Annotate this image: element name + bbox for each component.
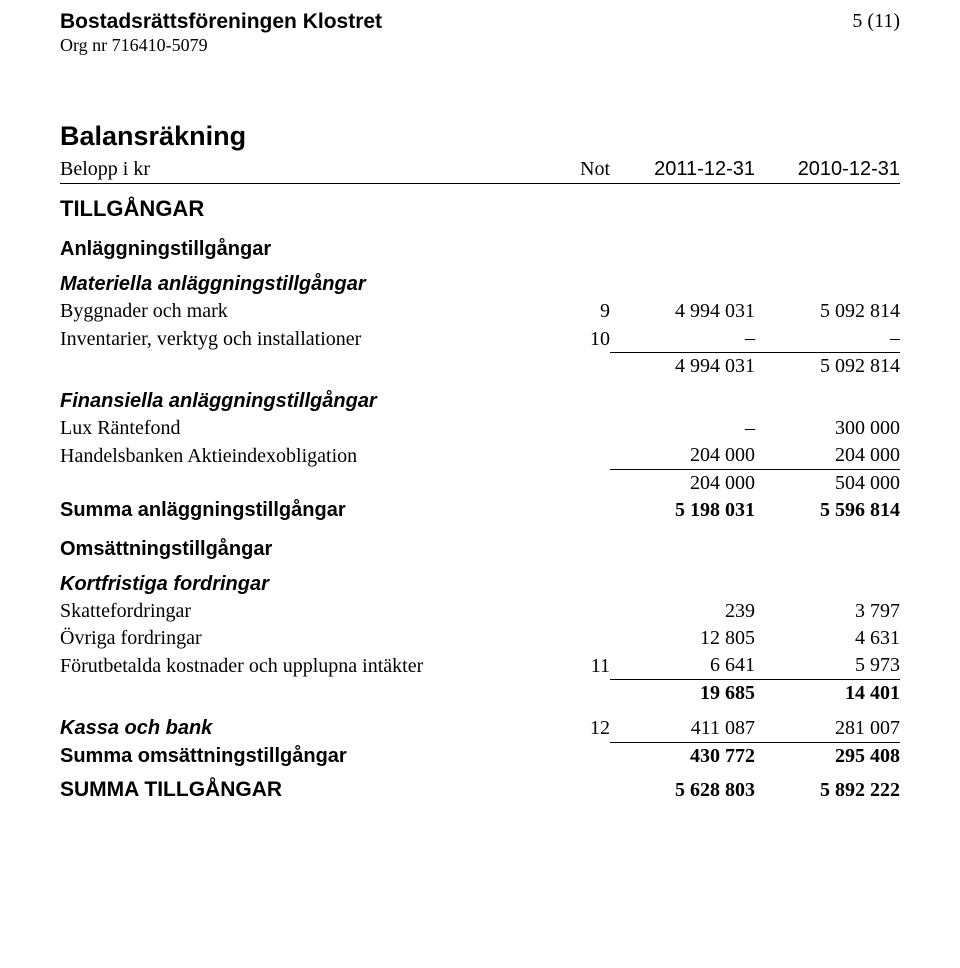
table-row: Byggnader och mark 9 4 994 031 5 092 814 xyxy=(60,298,900,325)
summa-anlaggning-row: Summa anläggningstillgångar 5 198 031 5 … xyxy=(60,497,900,524)
column-header-row: Belopp i kr Not 2011-12-31 2010-12-31 xyxy=(60,156,900,184)
section-materiella: Materiella anläggningstillgångar xyxy=(60,263,900,298)
section-omsattning: Omsättningstillgångar xyxy=(60,524,900,563)
org-number: Org nr 716410-5079 xyxy=(60,35,900,56)
summa-omsattning-row: Summa omsättningstillgångar 430 772 295 … xyxy=(60,742,900,770)
section-finansiella: Finansiella anläggningstillgångar xyxy=(60,380,900,415)
section-tillgangar: TILLGÅNGAR xyxy=(60,184,900,225)
org-name: Bostadsrättsföreningen Klostret xyxy=(60,10,900,33)
col-2010: 2010-12-31 xyxy=(755,156,900,184)
subtotal-row: 19 685 14 401 xyxy=(60,680,900,708)
section-anlaggning: Anläggningstillgångar xyxy=(60,224,900,263)
page-header: Bostadsrättsföreningen Klostret Org nr 7… xyxy=(60,10,900,56)
table-row: Inventarier, verktyg och installationer … xyxy=(60,325,900,353)
col-label: Belopp i kr xyxy=(60,156,550,184)
section-kortfristiga: Kortfristiga fordringar xyxy=(60,563,900,598)
balance-sheet-table: Belopp i kr Not 2011-12-31 2010-12-31 TI… xyxy=(60,156,900,804)
subtotal-row: 204 000 504 000 xyxy=(60,470,900,498)
col-note: Not xyxy=(550,156,610,184)
table-row: Förutbetalda kostnader och upplupna intä… xyxy=(60,652,900,680)
page-number: 5 (11) xyxy=(852,10,900,33)
subtotal-row: 4 994 031 5 092 814 xyxy=(60,353,900,381)
table-row: Lux Räntefond – 300 000 xyxy=(60,415,900,442)
page-title: Balansräkning xyxy=(60,121,900,152)
table-row: Handelsbanken Aktieindexobligation 204 0… xyxy=(60,442,900,470)
kassa-row: Kassa och bank 12 411 087 281 007 xyxy=(60,707,900,742)
col-2011: 2011-12-31 xyxy=(610,156,755,184)
page: Bostadsrättsföreningen Klostret Org nr 7… xyxy=(0,0,960,968)
summa-tillgangar-row: SUMMA TILLGÅNGAR 5 628 803 5 892 222 xyxy=(60,770,900,804)
table-row: Skattefordringar 239 3 797 xyxy=(60,598,900,625)
table-row: Övriga fordringar 12 805 4 631 xyxy=(60,625,900,652)
